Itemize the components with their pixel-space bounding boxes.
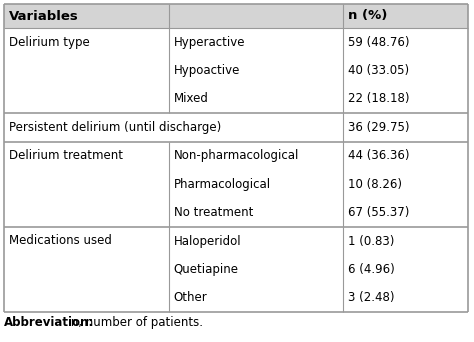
Text: 44 (36.36): 44 (36.36): [348, 149, 409, 162]
Text: Other: Other: [173, 291, 208, 304]
Text: 10 (8.26): 10 (8.26): [348, 178, 402, 191]
Text: Pharmacological: Pharmacological: [173, 178, 271, 191]
Bar: [4, 4, 468, 28]
Bar: [4, 85, 468, 113]
Text: 67 (55.37): 67 (55.37): [348, 206, 409, 219]
Text: No treatment: No treatment: [173, 206, 253, 219]
Text: Non-pharmacological: Non-pharmacological: [173, 149, 299, 162]
Text: Delirium treatment: Delirium treatment: [9, 149, 123, 162]
Bar: [4, 170, 468, 198]
Text: n (%): n (%): [348, 10, 387, 23]
Text: Hypoactive: Hypoactive: [173, 64, 240, 77]
Text: Medications used: Medications used: [9, 235, 112, 248]
Bar: [4, 142, 468, 170]
Text: 36 (29.75): 36 (29.75): [348, 121, 409, 134]
Text: Haloperidol: Haloperidol: [173, 235, 241, 248]
Text: Variables: Variables: [9, 10, 79, 23]
Text: Quetiapine: Quetiapine: [173, 263, 239, 276]
Bar: [4, 113, 468, 142]
Text: Delirium type: Delirium type: [9, 36, 90, 49]
Bar: [4, 227, 468, 255]
Text: 22 (18.18): 22 (18.18): [348, 92, 409, 105]
Text: 6 (4.96): 6 (4.96): [348, 263, 394, 276]
Text: n, number of patients.: n, number of patients.: [67, 316, 203, 329]
Text: 1 (0.83): 1 (0.83): [348, 235, 394, 248]
Text: Mixed: Mixed: [173, 92, 209, 105]
Text: 59 (48.76): 59 (48.76): [348, 36, 409, 49]
Text: Persistent delirium (until discharge): Persistent delirium (until discharge): [9, 121, 221, 134]
Bar: [4, 284, 468, 312]
Bar: [4, 28, 468, 56]
Text: Abbreviation:: Abbreviation:: [4, 316, 94, 329]
Bar: [4, 56, 468, 85]
Text: 3 (2.48): 3 (2.48): [348, 291, 394, 304]
Text: 40 (33.05): 40 (33.05): [348, 64, 409, 77]
Bar: [4, 198, 468, 227]
Bar: [4, 255, 468, 284]
Text: Hyperactive: Hyperactive: [173, 36, 245, 49]
